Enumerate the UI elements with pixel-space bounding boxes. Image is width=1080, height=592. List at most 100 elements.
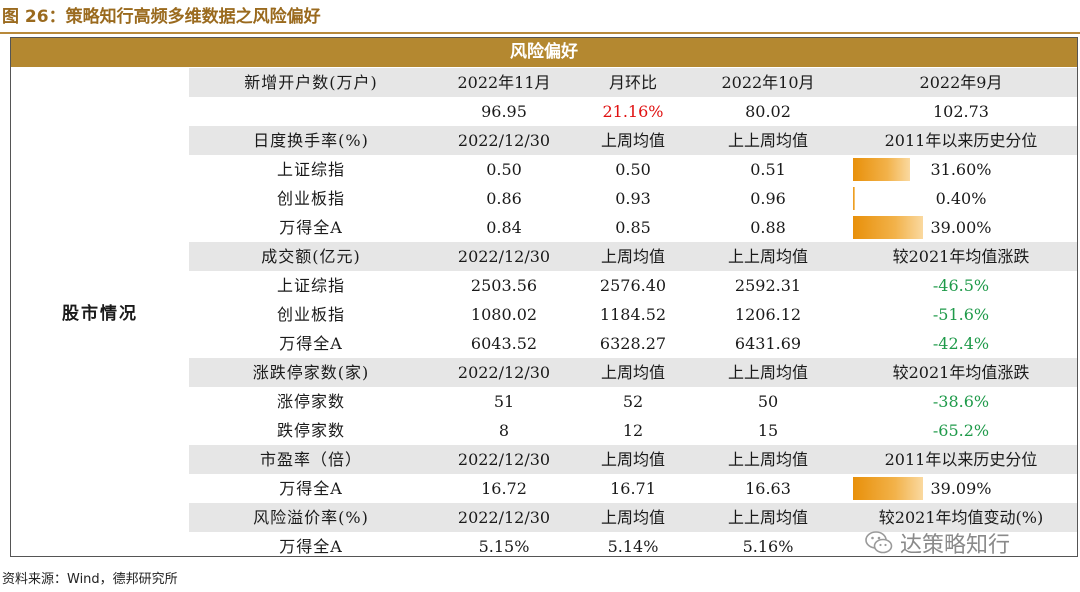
col-current-cell: 51 [493, 392, 515, 411]
col-compare-2-cell: 50 [757, 392, 779, 411]
col-compare-1-cell: 上周均值 [600, 363, 665, 382]
row-label-cell: 上证综指 [276, 160, 345, 179]
col-current-cell: 0.86 [486, 189, 522, 208]
col-current-cell: 16.72 [481, 479, 527, 498]
col-compare-1-cell: 0.85 [615, 218, 651, 237]
col-compare-1-cell: 2576.40 [599, 276, 667, 295]
table-header-row: 新增开户数(万户) 2022年11月 月环比 2022年10月 2022年9月 [189, 68, 1077, 97]
row-label-cell: 成交额(亿元) [261, 247, 361, 266]
col-metric-cell: 较2021年均值涨跌 [892, 363, 1030, 382]
col-metric-cell: -38.6% [932, 392, 990, 411]
table-title: 风险偏好 [11, 38, 1077, 67]
col-metric-cell: 2011年以来历史分位 [884, 131, 1038, 150]
col-compare-2-cell: 2022年10月 [721, 73, 815, 92]
col-compare-2-cell: 上上周均值 [727, 450, 808, 469]
col-current-cell: 2022/12/30 [457, 131, 551, 150]
col-current-cell: 0.84 [486, 218, 522, 237]
table-row: 96.95 21.16% 80.02 102.73 [189, 97, 1077, 126]
table-row: 万得全A 16.72 16.71 16.63 39.09% [189, 474, 1077, 503]
col-current-cell: 2022/12/30 [457, 508, 551, 527]
table-header-row: 市盈率（倍） 2022/12/30 上周均值 上上周均值 2011年以来历史分位 [189, 445, 1077, 474]
row-label-cell: 创业板指 [276, 305, 345, 324]
col-compare-1-cell: 12 [622, 421, 644, 440]
table-row: 创业板指 0.86 0.93 0.96 0.40% [189, 184, 1077, 213]
col-compare-1-cell: 52 [622, 392, 644, 411]
row-label-cell: 市盈率（倍） [259, 450, 362, 469]
row-label-cell: 风险溢价率(%) [253, 508, 369, 527]
table-rows: 新增开户数(万户) 2022年11月 月环比 2022年10月 2022年9月 96.95… [189, 68, 1077, 561]
col-metric-cell: 39.09% [845, 474, 1077, 503]
col-compare-2-cell: 2592.31 [734, 276, 802, 295]
table-header-row: 日度换手率(%) 2022/12/30 上周均值 上上周均值 2011年以来历史分位 [189, 126, 1077, 155]
col-compare-1-cell: 上周均值 [600, 247, 665, 266]
row-label-cell [189, 97, 433, 126]
row-label-cell: 新增开户数(万户) [244, 73, 378, 92]
wechat-icon [865, 531, 893, 554]
percentile-bar [853, 187, 855, 210]
col-metric-cell: 0.40% [845, 184, 1077, 213]
figure-title: 图 26：策略知行高频多维数据之风险偏好 [2, 7, 321, 27]
col-compare-2-cell: 0.51 [750, 160, 786, 179]
col-current-cell: 6043.52 [470, 334, 538, 353]
title-rule [0, 32, 1080, 34]
col-compare-2-cell: 上上周均值 [727, 363, 808, 382]
table-header-row: 涨跌停家数(家) 2022/12/30 上周均值 上上周均值 较2021年均值涨跌 [189, 358, 1077, 387]
col-current-cell: 96.95 [481, 102, 527, 121]
col-compare-1-cell: 0.50 [615, 160, 651, 179]
risk-appetite-table: 风险偏好 股市情况 新增开户数(万户) 2022年11月 月环比 2022年10月 20… [10, 37, 1078, 557]
col-current-cell: 2022/12/30 [457, 247, 551, 266]
col-compare-2-cell: 6431.69 [734, 334, 802, 353]
row-label-cell: 万得全A [279, 334, 343, 353]
col-compare-2-cell: 80.02 [745, 102, 791, 121]
percentile-value: 39.00% [930, 218, 992, 237]
col-compare-2-cell: 上上周均值 [727, 247, 808, 266]
col-compare-2-cell: 上上周均值 [727, 508, 808, 527]
watermark: 达策略知行 [864, 528, 1010, 558]
col-current-cell: 2022/12/30 [457, 450, 551, 469]
col-compare-1-cell: 上周均值 [600, 131, 665, 150]
section-label: 股市情况 [62, 304, 138, 324]
percentile-bar [853, 216, 924, 239]
col-metric-cell: 2022年9月 [919, 73, 1003, 92]
percentile-value: 31.60% [930, 160, 992, 179]
table-row: 涨停家数 51 52 50 -38.6% [189, 387, 1077, 416]
row-label-cell: 万得全A [279, 218, 343, 237]
col-compare-1-cell: 1184.52 [599, 305, 667, 324]
col-current-cell: 2022/12/30 [457, 363, 551, 382]
col-compare-2-cell: 0.96 [750, 189, 786, 208]
col-metric-cell: -42.4% [932, 334, 990, 353]
table-row: 上证综指 2503.56 2576.40 2592.31 -46.5% [189, 271, 1077, 300]
table-row: 万得全A 6043.52 6328.27 6431.69 -42.4% [189, 329, 1077, 358]
col-metric-cell: 较2021年均值涨跌 [892, 247, 1030, 266]
col-compare-1-cell: 月环比 [608, 73, 657, 92]
col-current-cell: 5.15% [478, 537, 530, 556]
row-label-cell: 涨跌停家数(家) [252, 363, 370, 382]
col-compare-1-cell: 5.14% [607, 537, 659, 556]
table-row: 上证综指 0.50 0.50 0.51 31.60% [189, 155, 1077, 184]
col-compare-2-cell: 16.63 [745, 479, 791, 498]
col-compare-1-cell: 16.71 [610, 479, 656, 498]
col-compare-2-cell: 1206.12 [734, 305, 802, 324]
table-row: 创业板指 1080.02 1184.52 1206.12 -51.6% [189, 300, 1077, 329]
col-current-cell: 1080.02 [470, 305, 538, 324]
table-header-row: 成交额(亿元) 2022/12/30 上周均值 上上周均值 较2021年均值涨跌 [189, 242, 1077, 271]
row-label-cell: 创业板指 [276, 189, 345, 208]
col-compare-2-cell: 5.16% [742, 537, 794, 556]
col-metric-cell: -65.2% [932, 421, 990, 440]
row-label-cell: 上证综指 [276, 276, 345, 295]
percentile-bar [853, 158, 910, 181]
col-compare-1-cell: 0.93 [615, 189, 651, 208]
col-current-cell: 8 [498, 421, 510, 440]
col-compare-1-cell: 上周均值 [600, 508, 665, 527]
row-label-cell: 日度换手率(%) [253, 131, 369, 150]
col-compare-1-cell: 21.16% [602, 102, 664, 121]
col-metric-cell: 102.73 [933, 102, 989, 121]
table-row: 跌停家数 8 12 15 -65.2% [189, 416, 1077, 445]
source-note: 资料来源：Wind，德邦研究所 [2, 572, 178, 587]
row-label-cell: 万得全A [279, 537, 343, 556]
col-metric-cell: -51.6% [932, 305, 990, 324]
row-label-cell: 跌停家数 [276, 421, 345, 440]
table-row: 万得全A 0.84 0.85 0.88 39.00% [189, 213, 1077, 242]
percentile-value: 0.40% [935, 189, 987, 208]
row-label-cell: 涨停家数 [276, 392, 345, 411]
